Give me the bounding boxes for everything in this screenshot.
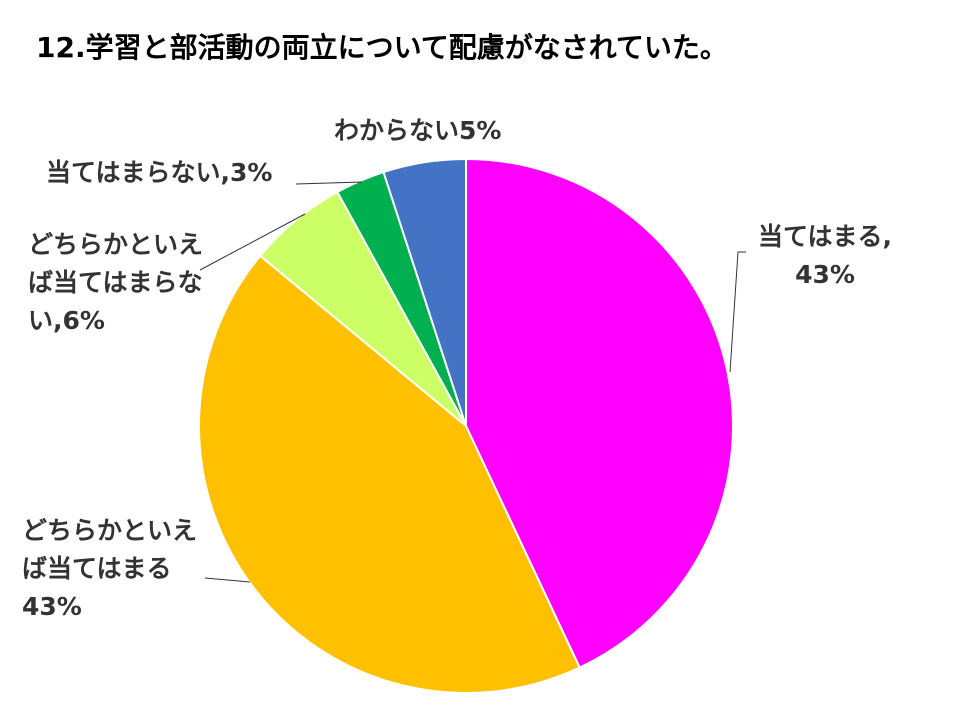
leader-line	[199, 213, 306, 271]
data-label: どちらかといえば当てはまる 43%	[22, 516, 198, 621]
pie	[198, 157, 734, 694]
leader-line	[295, 181, 363, 185]
data-label: 当てはまる, 43%	[758, 222, 892, 289]
data-label: どちらかといえば当てはまらない,6%	[28, 230, 204, 335]
data-label: 当てはまらない,3%	[46, 158, 273, 187]
pie-slice	[198, 254, 582, 694]
pie-slice	[465, 157, 734, 669]
leader-line	[729, 251, 746, 373]
data-label: わからない5%	[334, 116, 502, 145]
leader-line	[204, 577, 251, 583]
pie-slice	[382, 157, 467, 427]
chart-title: 12.学習と部活動の両立について配慮がなされていた。	[36, 31, 728, 64]
